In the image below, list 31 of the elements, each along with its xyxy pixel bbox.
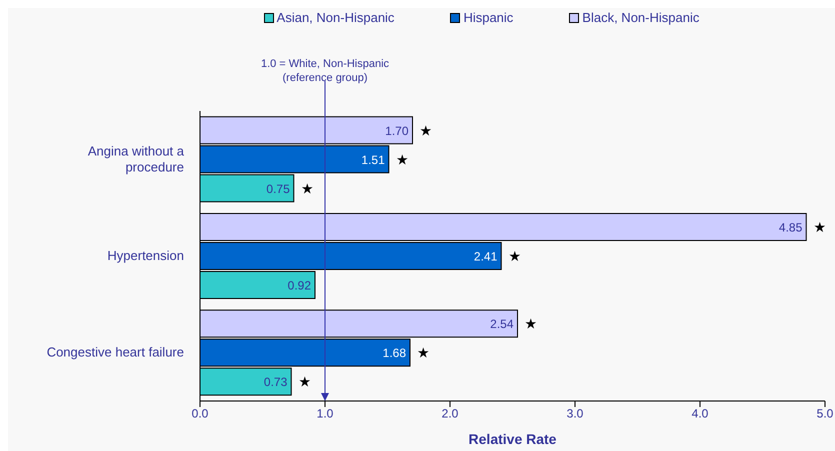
ref-line-label: 1.0 = White, Non-Hispanic (reference group) [260,58,390,84]
annotation: ★ [298,374,312,390]
data-label: 0.92 [288,278,312,292]
legend-label: Asian, Non-Hispanic [276,10,394,25]
data-label: 1.70 [385,124,409,138]
x-axis-title: Relative Rate [468,431,557,447]
data-label: 2.41 [474,249,498,264]
y-tick-label: Congestive heart failure [46,344,184,360]
data-label: 1.51 [361,152,386,167]
data-label: 2.54 [490,317,514,332]
x-tick-label: 1.0 [316,406,334,421]
x-tick-label: 2.0 [442,406,459,421]
y-tick-label: Angina without a procedure [88,143,185,174]
annotation: ★ [300,180,314,196]
data-label: 0.73 [264,375,288,390]
annotation: ★ [420,122,432,138]
legend-label: Black, Non-Hispanic [581,10,700,25]
x-tick-label: 4.0 [692,406,709,421]
annotation: ★ [396,151,409,168]
annotation: ★ [524,316,538,332]
data-label: 0.75 [266,182,290,196]
data-label: 1.68 [382,346,406,360]
x-tick-label: 5.0 [816,406,834,421]
y-tick-label: Hypertension [107,248,184,263]
x-tick-label: 0.0 [192,406,209,421]
legend-label: Hispanic [462,10,514,25]
data-label: 4.85 [778,220,803,234]
annotation: ★ [508,248,522,264]
annotation: ★ [417,344,430,361]
x-tick-label: 3.0 [566,406,584,421]
annotation: ★ [813,218,826,235]
